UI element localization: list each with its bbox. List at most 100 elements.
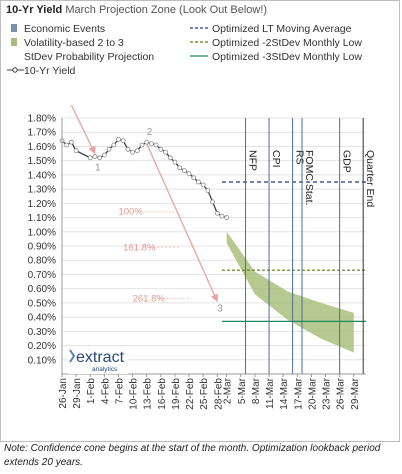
annotations: 100% 161.8% 261.8% 1 2 3 — [70, 104, 223, 314]
fib-label-2: 261.8% — [133, 293, 166, 304]
y-tick-label: 1.40% — [28, 170, 56, 181]
x-tick-label: 11-Mar — [265, 377, 276, 409]
yield-point — [172, 159, 178, 165]
x-tick-label: 13-Feb — [143, 378, 154, 410]
yield-point — [64, 142, 70, 148]
legend-label-5: Optimized -3StDev Monthly Low — [212, 51, 362, 63]
x-tick-label: 10-Feb — [129, 378, 140, 410]
yield-point — [111, 142, 117, 148]
x-tick-label: 29-Jan — [72, 378, 83, 409]
x-tick-label: 1-Feb — [86, 378, 97, 405]
yield-point — [158, 146, 164, 152]
fib-label-1: 161.8% — [123, 242, 156, 253]
y-tick-label: 0.40% — [28, 313, 56, 324]
x-tick-label: 17-Mar — [293, 377, 304, 409]
y-tick-label: 0.20% — [28, 341, 56, 352]
legend-label-0: Economic Events — [24, 23, 105, 35]
y-tick-label: 0.90% — [28, 242, 56, 253]
chart-title: 10-Yr Yield — [6, 4, 63, 16]
yield-point — [139, 142, 145, 148]
y-tick-label: 1.00% — [28, 227, 56, 238]
yield-point — [200, 182, 206, 188]
x-tick-label: 8-Mar — [251, 377, 262, 404]
x-tick-label: 23-Mar — [322, 377, 333, 409]
axes: 1.80% 1.70% 1.60% 1.50% 1.40% 1.30% 1.20% 1.10%… — [28, 114, 366, 410]
y-tick-label: 0.80% — [28, 256, 56, 267]
yield-point — [134, 148, 140, 154]
y-tick-label: 0.50% — [28, 298, 56, 309]
yield-point — [177, 165, 183, 171]
yield-point — [106, 146, 112, 152]
x-tick-label: 26-Jan — [58, 378, 69, 409]
projection-cone — [226, 231, 354, 353]
fib-label-0: 100% — [118, 207, 143, 218]
yield-point — [130, 149, 135, 155]
yield-series — [59, 136, 230, 220]
event-label-4: GDP — [341, 150, 353, 173]
projection-cone-area — [226, 231, 354, 353]
event-label-0: NFP — [247, 150, 259, 171]
event-label-3: FOMC Stat. — [303, 150, 315, 205]
logo-sub: analytics — [92, 366, 118, 373]
event-label-5: Quarter End — [364, 150, 376, 207]
yield-point — [144, 139, 150, 145]
y-tick-label: 0.60% — [28, 284, 56, 295]
chart-title-block: 10-Yr Yield March Projection Zone (Look … — [6, 4, 267, 16]
yield-point — [186, 171, 192, 176]
yield-point — [97, 155, 103, 161]
yield-point — [219, 213, 225, 219]
legend-marker-2 — [12, 67, 18, 73]
x-tick-label: 26-Mar — [336, 377, 347, 409]
logo: extract analytics — [68, 346, 128, 374]
logo-mark-icon — [69, 349, 76, 363]
x-tick-label: 7-Feb — [114, 378, 125, 405]
chart-frame — [0, 0, 400, 442]
yield-point — [214, 210, 220, 216]
yield-point — [167, 155, 173, 161]
event-label-1: CPI — [270, 150, 282, 168]
y-tick-label: 1.50% — [28, 156, 56, 167]
legend-label-4: Optimized -2StDev Monthly Low — [212, 37, 362, 49]
x-tick-label: 2-Mar — [223, 377, 234, 404]
legend-swatch-1 — [11, 38, 17, 46]
yield-point — [191, 175, 197, 181]
wave-label-0: 1 — [95, 163, 101, 174]
x-tick-label: 22-Feb — [185, 378, 196, 410]
x-tick-label: 19-Feb — [171, 378, 182, 410]
wave-label-1: 2 — [147, 127, 153, 138]
y-tick-label: 1.30% — [28, 185, 56, 196]
y-tick-label: 0.30% — [28, 327, 56, 338]
wave-label-2: 3 — [217, 303, 223, 314]
y-tick-label: 0.10% — [28, 355, 56, 366]
yield-point — [92, 153, 98, 159]
x-tick-label: 5-Mar — [237, 377, 248, 404]
y-tick-label: 1.10% — [28, 213, 56, 224]
legend-label-1: Volatility-based 2 to 3 — [24, 37, 124, 49]
wave-arrow-1 — [146, 143, 218, 303]
chart-svg: Economic Events Volatility-based 2 to 3 St… — [7, 23, 376, 410]
yield-point — [210, 199, 215, 205]
x-tick-label: 14-Mar — [279, 377, 290, 409]
yield-point — [196, 179, 201, 185]
y-tick-label: 0.70% — [28, 270, 56, 281]
legend-swatch-0 — [11, 24, 17, 32]
yield-point — [181, 168, 187, 174]
x-tick-label: 28-Feb — [213, 378, 224, 410]
yield-point — [101, 152, 107, 158]
legend: Economic Events Volatility-based 2 to 3 St… — [7, 23, 362, 77]
yield-point — [205, 188, 211, 193]
yield-point — [73, 148, 79, 154]
chart-subtitle: March Projection Zone (Look Out Below!) — [65, 4, 268, 16]
x-tick-label: 29-Mar — [350, 377, 361, 409]
x-tick-label: 25-Feb — [199, 378, 210, 410]
logo-main: extract — [76, 349, 125, 366]
legend-label-2: 10-Yr Yield — [24, 65, 76, 77]
legend-label-3: Optimized LT Moving Average — [212, 23, 352, 35]
yield-point — [120, 138, 126, 144]
event-label-2: RS — [294, 150, 306, 165]
yield-point — [153, 142, 159, 148]
yield-point — [69, 139, 74, 145]
yield-point — [125, 146, 131, 152]
x-tick-label: 20-Mar — [307, 377, 318, 409]
yield-point — [116, 136, 121, 142]
